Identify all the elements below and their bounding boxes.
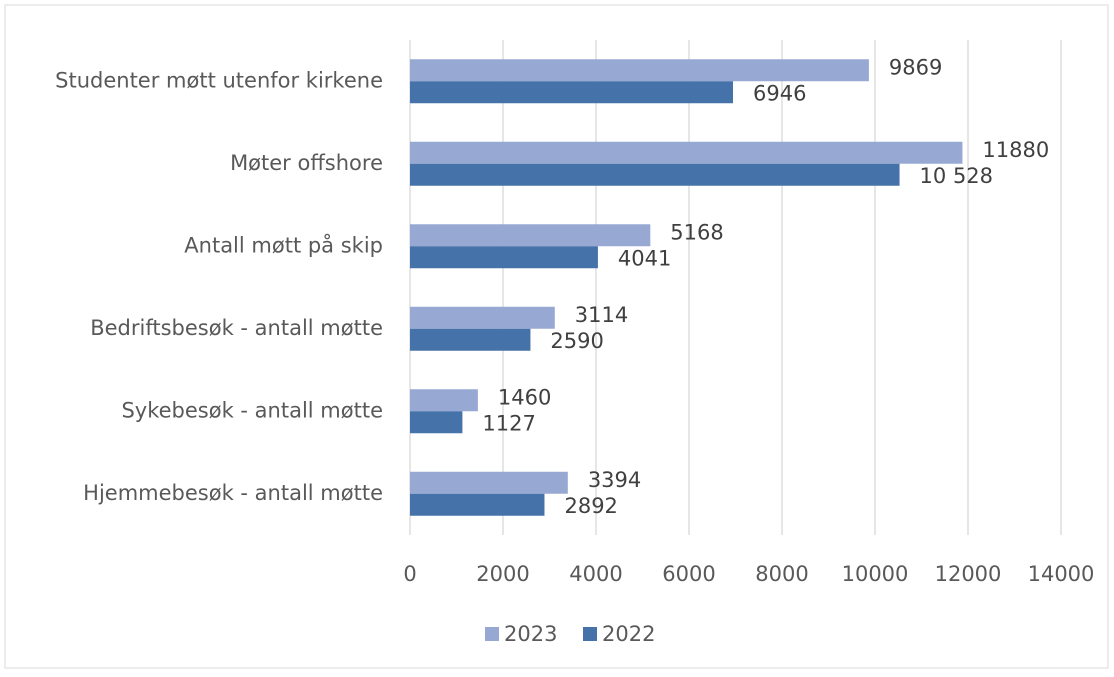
y-tick-label: Studenter møtt utenfor kirkene — [55, 68, 383, 92]
y-tick-label: Bedriftsbesøk - antall møtte — [90, 316, 383, 340]
data-label: 10 528 — [920, 164, 993, 188]
data-label: 1127 — [482, 411, 535, 435]
bar — [410, 246, 598, 269]
x-tick-label: 10000 — [842, 562, 909, 586]
x-tick-label: 0 — [403, 562, 416, 586]
bar — [410, 493, 545, 516]
bar — [410, 59, 869, 82]
y-tick-label: Antall møtt på skip — [184, 232, 383, 257]
chart-border — [4, 4, 1109, 669]
data-label: 1460 — [498, 385, 551, 409]
data-label: 3394 — [588, 468, 641, 492]
data-label: 5168 — [670, 220, 723, 244]
x-tick-label: 12000 — [935, 562, 1002, 586]
data-label: 2590 — [550, 329, 603, 353]
bar — [410, 389, 478, 412]
data-label: 3114 — [575, 303, 628, 327]
bar — [410, 328, 531, 351]
bar — [410, 224, 651, 247]
data-label: 11880 — [982, 138, 1049, 162]
y-tick-label: Møter offshore — [230, 151, 383, 175]
y-tick-label: Sykebesøk - antall møtte — [121, 398, 383, 422]
data-label: 9869 — [889, 55, 942, 79]
bar — [410, 81, 733, 104]
x-tick-label: 6000 — [662, 562, 715, 586]
x-tick-label: 4000 — [569, 562, 622, 586]
legend-label: 2022 — [602, 622, 655, 646]
legend-swatch — [583, 627, 597, 641]
x-tick-label: 8000 — [755, 562, 808, 586]
legend-swatch — [485, 627, 499, 641]
data-label: 6946 — [753, 81, 806, 105]
bar — [410, 471, 568, 494]
bar — [410, 411, 463, 434]
bar — [410, 141, 963, 164]
data-label: 4041 — [618, 246, 671, 270]
y-tick-label: Hjemmebesøk - antall møtte — [83, 481, 383, 505]
data-label: 2892 — [564, 494, 617, 518]
bar — [410, 163, 900, 186]
bar — [410, 306, 555, 329]
x-tick-label: 2000 — [476, 562, 529, 586]
legend-label: 2023 — [504, 622, 557, 646]
x-tick-label: 14000 — [1028, 562, 1095, 586]
